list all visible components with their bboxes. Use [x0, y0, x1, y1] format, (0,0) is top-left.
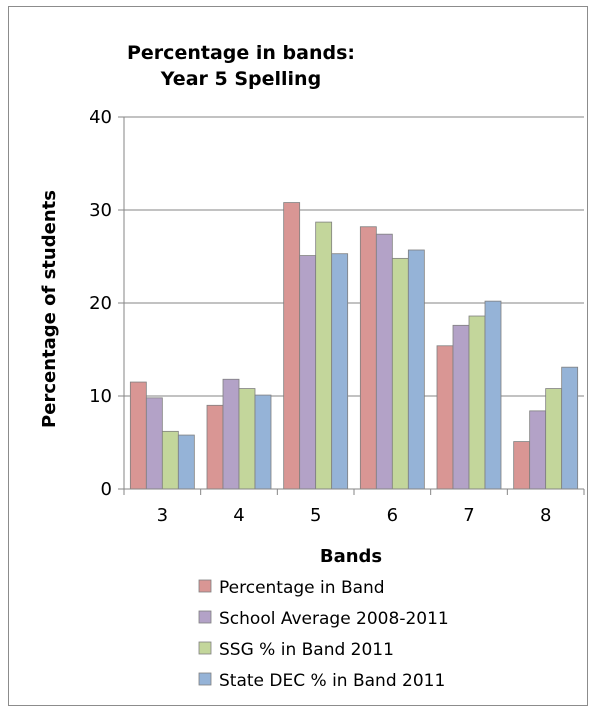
legend: Percentage in Band School Average 2008-20… [198, 578, 449, 691]
x-tick-label: 6 [387, 505, 398, 526]
y-axis-title: Percentage of students [39, 190, 60, 428]
bar [484, 300, 502, 490]
bar [436, 345, 454, 490]
y-tick-label: 40 [89, 107, 112, 128]
legend-swatch [198, 579, 212, 593]
chart-frame: Percentage in bands: Year 5 Spelling 0 10… [8, 6, 588, 706]
chart-title-line-1: Percentage in bands: [127, 42, 355, 64]
bar [283, 202, 301, 490]
bar [391, 257, 409, 490]
x-tick-label: 7 [463, 505, 474, 526]
x-tick-label: 5 [310, 505, 321, 526]
x-tick-labels: 3 4 5 6 7 8 [157, 505, 552, 526]
bar [407, 249, 425, 490]
bar [375, 233, 393, 490]
bar [161, 430, 179, 490]
bar-chart: Percentage in bands: Year 5 Spelling 0 10… [39, 42, 585, 691]
axes [123, 117, 585, 495]
bar [177, 434, 195, 490]
legend-swatch [198, 672, 212, 686]
y-tick-labels: 0 10 20 30 40 [89, 107, 112, 500]
gridlines [118, 116, 584, 490]
bar [206, 404, 224, 490]
y-tick-label: 0 [101, 479, 112, 500]
bar [331, 253, 349, 490]
legend-swatch [198, 610, 212, 624]
chart-title-line-2: Year 5 Spelling [160, 68, 321, 90]
bar [238, 388, 256, 490]
bar [545, 388, 563, 490]
bar [254, 394, 272, 490]
bar [468, 315, 486, 490]
legend-label: State DEC % in Band 2011 [219, 671, 445, 691]
legend-label: School Average 2008-2011 [219, 609, 449, 629]
bar [513, 441, 531, 490]
y-tick-label: 20 [89, 293, 112, 314]
bar [359, 226, 377, 490]
bar [561, 366, 579, 490]
x-tick-label: 3 [157, 505, 168, 526]
y-tick-label: 10 [89, 386, 112, 407]
x-axis-title: Bands [320, 546, 382, 567]
legend-label: Percentage in Band [219, 578, 385, 598]
bar [299, 255, 317, 490]
x-tick-label: 4 [233, 505, 244, 526]
y-tick-label: 30 [89, 200, 112, 221]
bar [315, 221, 333, 490]
bars [129, 202, 579, 490]
bar [145, 397, 163, 490]
x-tick-label: 8 [540, 505, 551, 526]
legend-swatch [198, 641, 212, 655]
bar [529, 410, 547, 490]
legend-label: SSG % in Band 2011 [219, 640, 394, 660]
bar [129, 381, 147, 490]
bar [222, 378, 240, 490]
bar [452, 324, 470, 490]
